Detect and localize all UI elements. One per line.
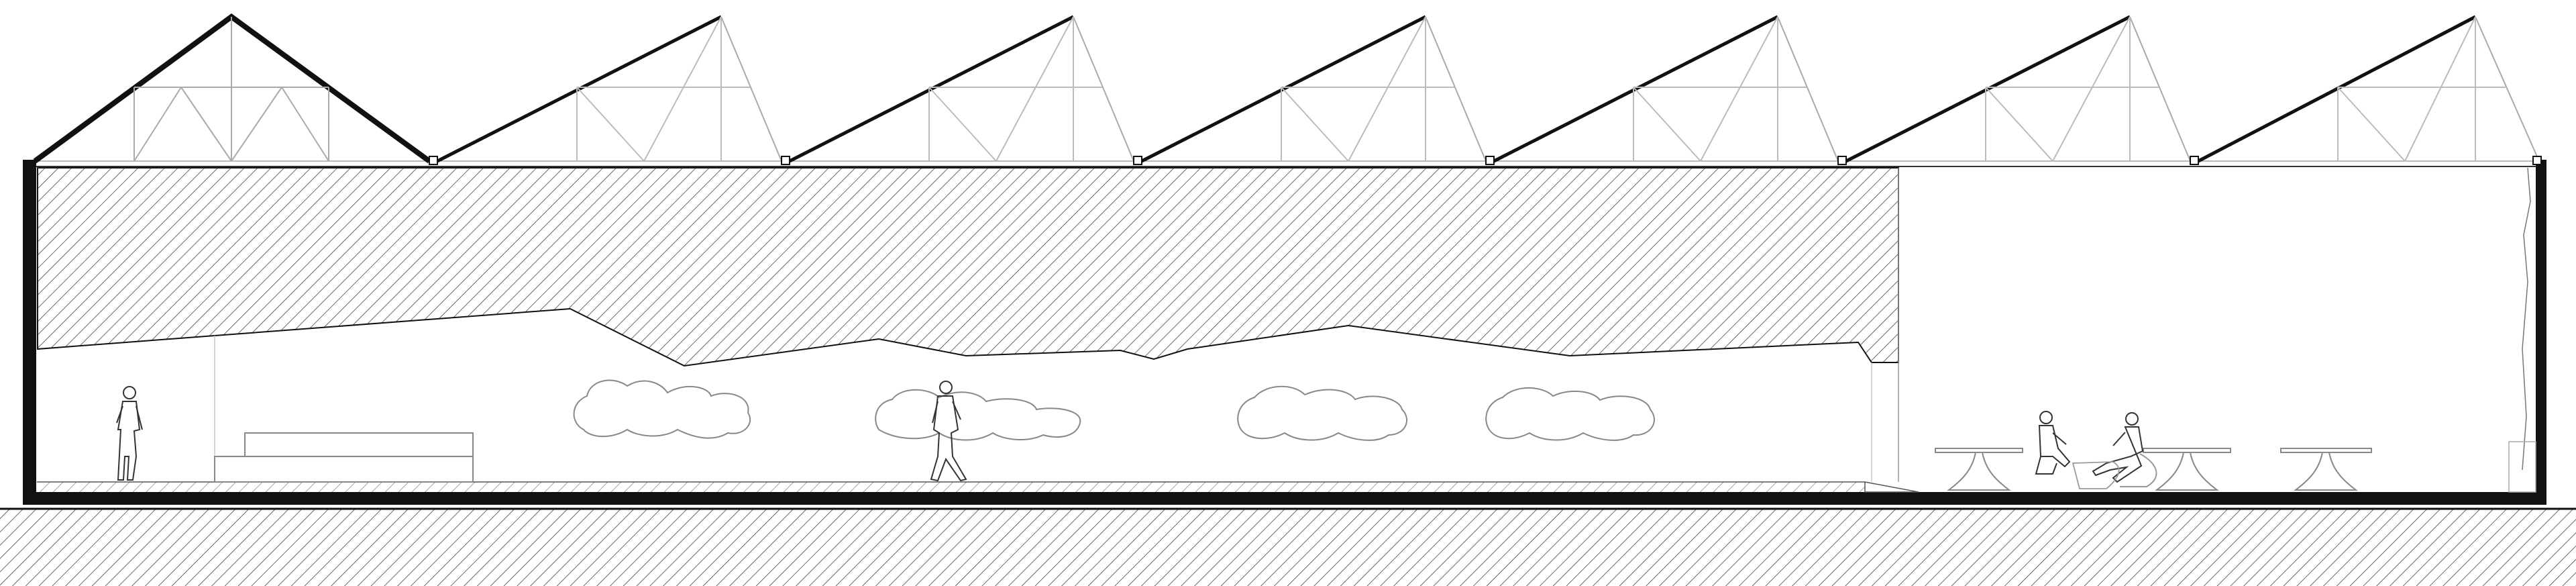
floor-strip-hatch xyxy=(37,482,1865,492)
sawtooth-bay xyxy=(2197,15,2542,165)
sawtooth-roof xyxy=(436,15,2542,165)
hatched-ceiling-mass xyxy=(37,167,1899,367)
round-table xyxy=(1935,448,2023,491)
lounge-seat xyxy=(2072,461,2120,489)
walking-person xyxy=(930,381,967,482)
sawtooth-bay xyxy=(1493,15,1847,165)
sawtooth-bay xyxy=(1140,15,1495,165)
left-wall xyxy=(23,160,36,495)
standing-person xyxy=(116,386,143,481)
round-table xyxy=(2280,448,2372,491)
seated-person xyxy=(2035,411,2071,475)
cloud-artwork xyxy=(1485,387,1655,441)
right-wall xyxy=(2536,160,2546,495)
side-cabinet xyxy=(2508,441,2536,493)
floor-slab xyxy=(23,492,2546,505)
cloud-artwork xyxy=(573,379,751,439)
bench xyxy=(214,432,474,483)
right-wall-edge xyxy=(2522,167,2531,471)
round-table xyxy=(2143,448,2231,491)
floor-ramp xyxy=(1864,481,1919,493)
gable-roof xyxy=(33,13,438,165)
sawtooth-bay xyxy=(788,15,1142,165)
cloud-artwork xyxy=(875,389,1081,441)
sawtooth-bay xyxy=(436,15,790,165)
ground-hatch xyxy=(0,509,2576,586)
seated-person xyxy=(2092,412,2157,487)
sawtooth-bay xyxy=(1845,15,2199,165)
cloud-artwork xyxy=(1237,385,1408,441)
